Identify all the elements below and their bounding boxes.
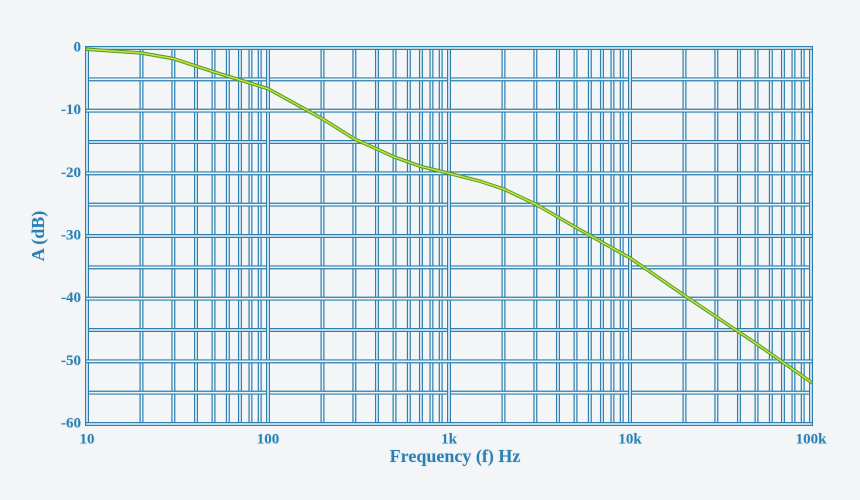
y-tick-label: -40 xyxy=(61,290,81,306)
y-tick-label: -60 xyxy=(61,415,81,431)
y-tick-label: -20 xyxy=(61,165,81,181)
y-axis-title: A (dB) xyxy=(28,211,49,262)
x-tick-label: 10 xyxy=(80,431,95,447)
x-axis-title: Frequency (f) Hz xyxy=(390,446,521,467)
y-tick-label: -30 xyxy=(61,227,81,243)
y-tick-label: -50 xyxy=(61,353,81,369)
line xyxy=(86,48,812,383)
y-tick-label: -10 xyxy=(61,102,81,118)
y-tick-label: 0 xyxy=(74,39,82,55)
x-tick-label: 1k xyxy=(441,431,458,447)
x-tick-label: 100 xyxy=(257,431,280,447)
x-tick-label: 100k xyxy=(796,431,828,447)
x-tick-label: 10k xyxy=(618,431,642,447)
